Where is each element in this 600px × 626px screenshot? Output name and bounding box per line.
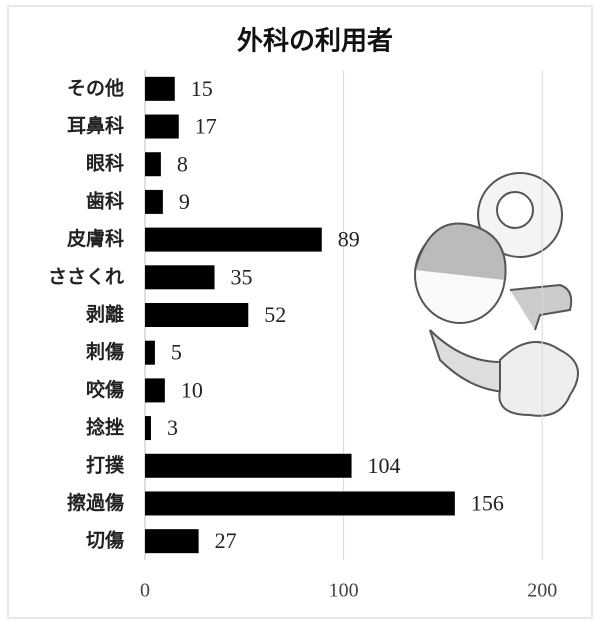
value-label: 156 <box>471 491 504 516</box>
y-tick-label: 切傷 <box>86 529 124 552</box>
y-tick-label: 眼科 <box>86 152 124 175</box>
y-tick-label: 耳鼻科 <box>67 114 124 137</box>
bar <box>145 115 179 139</box>
bar <box>145 303 248 327</box>
y-tick-label: 剥離 <box>86 303 124 326</box>
bar <box>145 190 163 214</box>
chart: 外科の利用者 0 100 200 その他 15 耳鼻科 17 眼科 8 歯科 9 皮膚科 89 ささくれ 3… <box>0 0 600 626</box>
value-label: 104 <box>368 453 401 478</box>
bar <box>145 529 199 553</box>
bar <box>145 491 455 515</box>
bar <box>145 152 161 176</box>
y-tick-label: ささくれ <box>48 266 124 288</box>
y-tick-label: 打撲 <box>86 453 125 476</box>
value-label: 10 <box>181 377 203 402</box>
bar <box>145 265 215 289</box>
x-tick-label: 100 <box>329 580 359 602</box>
value-label: 89 <box>338 227 360 252</box>
x-tick-label: 0 <box>140 580 150 602</box>
value-label: 9 <box>179 189 190 214</box>
value-label: 27 <box>215 528 237 553</box>
bar <box>145 341 155 365</box>
small-face <box>497 192 533 228</box>
value-label: 52 <box>264 302 286 327</box>
value-label: 17 <box>195 114 217 139</box>
value-label: 15 <box>191 76 213 101</box>
value-label: 5 <box>171 340 182 365</box>
value-label: 3 <box>167 415 178 440</box>
bar <box>145 228 322 252</box>
x-tick-label: 200 <box>527 580 557 602</box>
y-tick-label: 擦過傷 <box>67 491 124 514</box>
y-tick-label: 皮膚科 <box>67 227 124 250</box>
y-tick-label: その他 <box>67 76 124 99</box>
value-label: 35 <box>231 264 253 289</box>
value-label: 8 <box>177 151 188 176</box>
y-tick-label: 刺傷 <box>86 340 124 363</box>
bar <box>145 378 165 402</box>
y-tick-label: 歯科 <box>86 189 124 212</box>
bar <box>145 454 352 478</box>
bar <box>145 416 151 440</box>
chart-title: 外科の利用者 <box>237 27 393 57</box>
bar <box>145 77 175 101</box>
y-tick-label: 捻挫 <box>86 416 124 439</box>
y-tick-label: 咬傷 <box>86 378 124 401</box>
